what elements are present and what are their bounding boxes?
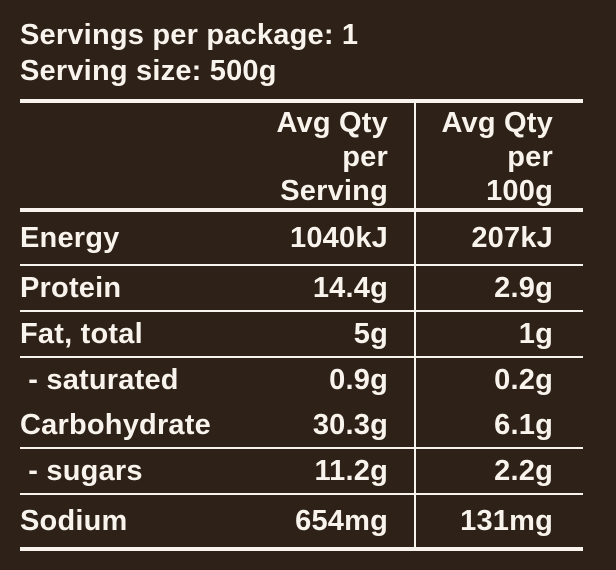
nutrient-label: Fat, total (20, 317, 143, 350)
top-rule (20, 99, 583, 103)
nutrition-row: Protein 14.4g 2.9g (20, 266, 583, 312)
nutrition-table: Servings per package: 1 Serving size: 50… (20, 0, 583, 551)
nutrition-row: - sugars 11.2g 2.2g (20, 449, 583, 495)
per-100g-value: 0.2g (494, 364, 553, 396)
per-serving-value: 654mg (295, 504, 388, 537)
serving-size: Serving size: 500g (20, 55, 277, 87)
per-serving-value: 30.3g (312, 408, 388, 441)
nutrient-label: Carbohydrate (20, 408, 211, 441)
column-header-per-100g: Avg Qty per 100g (441, 107, 553, 207)
per-serving-value: 14.4g (312, 271, 388, 304)
nutrient-label: - saturated (20, 364, 179, 396)
per-serving-value: 1040kJ (290, 221, 388, 254)
per-100g-value: 2.2g (494, 454, 553, 487)
nutrient-label: - sugars (20, 454, 143, 487)
per-100g-value: 6.1g (494, 408, 553, 441)
nutrient-label: Sodium (20, 504, 128, 537)
rows: Energy 1040kJ 207kJ Protein 14.4g 2.9g Fat, to… (20, 212, 583, 547)
column-headers: Avg Qty per Serving Avg Qty per 100g (20, 103, 583, 208)
nutrient-label: Energy (20, 221, 120, 254)
per-serving-value: 11.2g (314, 454, 388, 487)
nutrition-row: - saturated 0.9g 0.2g (20, 358, 583, 403)
servings-per-package: Servings per package: 1 (20, 19, 359, 51)
per-100g-value: 2.9g (494, 271, 553, 304)
header-rule (20, 208, 583, 212)
per-100g-value: 131mg (460, 504, 553, 537)
column-header-per-serving: Avg Qty per Serving (276, 107, 388, 207)
nutrition-row: Energy 1040kJ 207kJ (20, 212, 583, 266)
per-100g-value: 1g (518, 317, 553, 350)
nutrition-row: Sodium 654mg 131mg (20, 495, 583, 547)
bottom-rule (20, 547, 583, 551)
per-serving-value: 5g (353, 317, 388, 350)
per-serving-value: 0.9g (329, 364, 388, 396)
nutrition-row: Fat, total 5g 1g (20, 312, 583, 358)
column-divider (414, 99, 416, 551)
nutrient-label: Protein (20, 271, 122, 304)
per-100g-value: 207kJ (471, 221, 553, 254)
nutrition-row: Carbohydrate 30.3g 6.1g (20, 403, 583, 449)
serving-info: Servings per package: 1 Serving size: 50… (20, 0, 583, 89)
